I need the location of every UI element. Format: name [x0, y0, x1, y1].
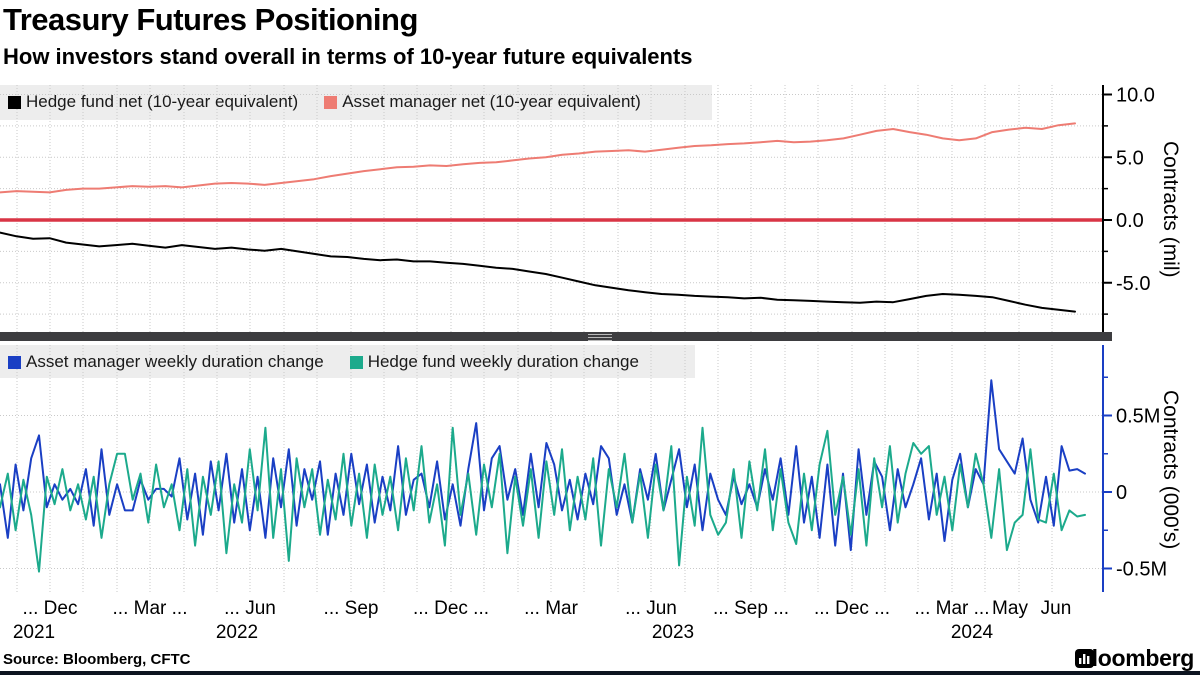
x-year-label: 2022 [215, 622, 259, 643]
legend-item-hedge-fund-weekly[interactable]: Hedge fund weekly duration change [349, 352, 639, 372]
source-credit: Source: Bloomberg, CFTC [3, 651, 191, 668]
top-panel-chart: 10.0 5.0 0.0 -5.0 [0, 85, 1155, 333]
legend-label: Hedge fund weekly duration change [367, 352, 639, 371]
asset-manager-net-swatch-icon [324, 95, 338, 109]
svg-text:5.0: 5.0 [1116, 147, 1144, 169]
legend-item-hedge-fund-net[interactable]: Hedge fund net (10-year equivalent) [8, 92, 298, 112]
hedge-fund-net-swatch-icon [8, 95, 21, 109]
x-tick-label: ... Mar [524, 598, 578, 619]
svg-text:0: 0 [1116, 482, 1127, 504]
x-tick-label: ... Dec [22, 598, 78, 619]
top-legend: Hedge fund net (10-year equivalent) Asse… [8, 92, 641, 112]
x-year-label: 2021 [12, 622, 56, 643]
svg-text:0.0: 0.0 [1116, 210, 1144, 232]
page-subtitle: How investors stand overall in terms of … [3, 44, 693, 69]
x-tick-label: ... Sep ... [712, 598, 790, 619]
legend-label: Asset manager weekly duration change [26, 352, 324, 371]
legend-label: Hedge fund net (10-year equivalent) [26, 92, 299, 111]
x-tick-label: ... Sep [323, 598, 379, 619]
legend-item-asset-manager-net[interactable]: Asset manager net (10-year equivalent) [324, 92, 641, 112]
x-tick-label: Jun [1040, 598, 1072, 619]
svg-text:-5.0: -5.0 [1116, 273, 1150, 295]
svg-text:-0.5M: -0.5M [1116, 559, 1167, 581]
svg-text:10.0: 10.0 [1116, 85, 1155, 107]
svg-text:0.5M: 0.5M [1116, 406, 1160, 428]
x-axis-year-labels: 2021 2022 2023 2024 [0, 622, 1100, 644]
bottom-frame-bar [0, 671, 1200, 675]
x-tick-label: ... Mar ... [914, 598, 990, 619]
asset-manager-weekly-swatch-icon [8, 355, 21, 369]
x-axis-month-labels: ... Dec ... Mar ... ... Jun ... Sep ... Dec … [0, 598, 1100, 620]
hedge-fund-weekly-swatch-icon [349, 355, 363, 369]
x-year-label: 2024 [950, 622, 994, 643]
legend-label: Asset manager net (10-year equivalent) [342, 92, 641, 111]
page-title: Treasury Futures Positioning [3, 2, 418, 37]
bottom-panel-chart: 0.5M 0 -0.5M [0, 345, 1167, 592]
x-tick-label: ... Dec ... [813, 598, 891, 619]
bloomberg-media-icon [1075, 649, 1095, 668]
panel-separator [0, 332, 1112, 341]
x-tick-label: ... Jun [625, 598, 677, 619]
x-year-label: 2023 [651, 622, 695, 643]
bottom-legend: Asset manager weekly duration change Hed… [8, 352, 639, 372]
legend-item-asset-manager-weekly[interactable]: Asset manager weekly duration change [8, 352, 324, 372]
separator-grip-handle[interactable] [588, 334, 612, 341]
bloomberg-logo: Bloomberg [1075, 645, 1194, 672]
x-tick-label: May [992, 598, 1028, 619]
x-tick-label: ... Dec ... [412, 598, 490, 619]
x-tick-label: ... Jun [224, 598, 276, 619]
bloomberg-wordmark: Bloomberg [1075, 645, 1194, 671]
top-y-axis-title: Contracts (mil) [1159, 140, 1182, 278]
bottom-y-axis-title: Contracts (000's) [1159, 390, 1182, 550]
x-tick-label: ... Mar ... [112, 598, 188, 619]
